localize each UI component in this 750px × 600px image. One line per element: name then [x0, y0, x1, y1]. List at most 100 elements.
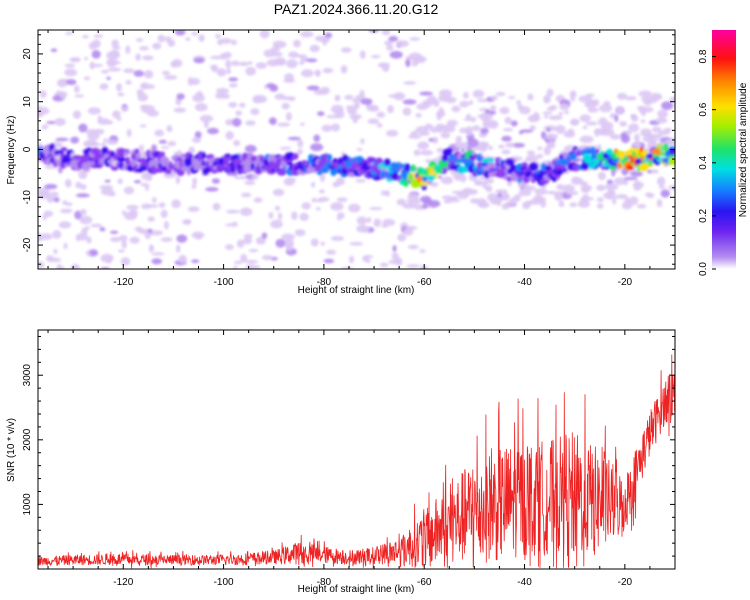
spectrogram-noise-cell	[111, 45, 121, 50]
spectrogram-y-tick-label: -20	[22, 237, 33, 252]
spectrogram-noise-cell	[472, 125, 481, 132]
spectrogram-noise-cell	[615, 194, 628, 199]
spectrogram-noise-cell	[516, 100, 522, 105]
spectrogram-noise-cell	[488, 145, 494, 150]
spectrogram-noise-cell	[425, 159, 431, 164]
spectrogram-noise-cell	[199, 114, 214, 123]
spectrogram-noise-cell	[495, 189, 508, 194]
spectrogram-ridge-cell	[103, 153, 109, 159]
spectrogram-noise-cell	[158, 202, 166, 209]
spectrogram-noise-cell	[49, 191, 59, 198]
spectrogram-ridge-cell	[333, 168, 338, 174]
spectrogram-noise-cell	[231, 60, 240, 67]
spectrogram-noise-cell	[446, 119, 459, 127]
spectrogram-noise-cell	[232, 265, 238, 269]
colorbar-tick-label: 0.6	[698, 102, 709, 116]
spectrogram-noise-cell	[490, 196, 503, 203]
spectrogram-noise-cell	[634, 179, 640, 188]
spectrogram-ridge-cell	[130, 158, 137, 168]
spectrogram-noise-cell	[84, 56, 89, 61]
spectrogram-noise-cell	[315, 198, 325, 203]
spectrogram-noise-cell	[175, 244, 181, 253]
spectrogram-noise-cell	[53, 197, 60, 203]
spectrogram-noise-cell	[604, 183, 619, 191]
spectrogram-noise-cell	[501, 203, 510, 210]
spectrogram-noise-cell	[281, 102, 290, 110]
spectrogram-ridge-cell	[590, 163, 596, 169]
spectrogram-noise-cell	[39, 90, 47, 98]
spectrogram-noise-cell	[192, 177, 198, 186]
spectrogram-noise-cell	[367, 118, 380, 125]
spectrogram-noise-cell	[566, 191, 579, 196]
spectrogram-noise-cell	[60, 92, 65, 100]
spectrogram-ridge-cell	[464, 159, 475, 165]
spectrogram-noise-cell	[638, 90, 652, 97]
spectrogram-ridge-cell	[554, 159, 561, 165]
spectrogram-ridge-cell	[393, 163, 401, 170]
spectrogram-noise-cell	[79, 215, 93, 225]
spectrogram-noise-cell	[82, 34, 89, 39]
spectrogram-noise-cell	[245, 66, 257, 76]
spectrogram-noise-cell	[193, 57, 205, 64]
spectrogram-noise-cell	[64, 63, 76, 68]
spectrogram-noise-cell	[125, 45, 131, 54]
spectrogram-noise-cell	[117, 178, 123, 185]
spectrogram-noise-cell	[397, 233, 407, 242]
spectrogram-noise-cell	[479, 112, 489, 122]
spectrogram-noise-cell	[198, 34, 205, 42]
spectrogram-x-axis: -120 -100 -80 -60 -40 -20	[47, 30, 676, 288]
spectrogram-noise-cell	[167, 141, 177, 147]
spectrogram-noise-cell	[389, 50, 403, 59]
spectrogram-ridge-cell	[404, 163, 411, 172]
spectrogram-noise-cell	[171, 199, 181, 209]
spectrogram-ridge-cell	[517, 178, 522, 183]
spectrogram-noise-cell	[165, 36, 172, 43]
snr-x-tick-label: -40	[517, 577, 532, 588]
spectrogram-noise-cell	[336, 177, 345, 186]
spectrogram-noise-cell	[543, 146, 552, 156]
spectrogram-ridge-cell	[461, 166, 468, 173]
spectrogram-noise-cell	[158, 139, 167, 144]
spectrogram-ridge-cell	[626, 165, 634, 170]
spectrogram-noise-cell	[65, 31, 73, 36]
spectrogram-noise-cell	[309, 44, 320, 53]
spectrogram-noise-cell	[384, 40, 394, 46]
spectrogram-ridge-cell	[342, 154, 349, 162]
spectrogram-noise-cell	[603, 101, 611, 107]
spectrogram-ridge-cell	[572, 163, 581, 172]
spectrogram-noise-cell	[321, 124, 333, 132]
snr-background	[38, 330, 675, 569]
spectrogram-noise-cell	[655, 117, 668, 124]
spectrogram-ridge-cell	[217, 165, 225, 171]
spectrogram-noise-cell	[139, 46, 150, 51]
spectrogram-noise-cell	[522, 201, 531, 210]
spectrogram-noise-cell	[176, 234, 188, 243]
spectrogram-noise-cell	[228, 83, 238, 88]
spectrogram-noise-cell	[281, 96, 294, 101]
spectrogram-noise-cell	[301, 202, 311, 210]
spectrogram-noise-cell	[370, 54, 381, 59]
spectrogram-noise-cell	[178, 254, 188, 264]
spectrogram-noise-cell	[320, 241, 325, 246]
spectrogram-noise-cell	[395, 40, 409, 48]
spectrogram-ridge-cell	[457, 152, 463, 161]
spectrogram-noise-cell	[479, 142, 488, 152]
spectrogram-ridge-cell	[654, 147, 661, 155]
spectrogram-noise-cell	[542, 111, 553, 115]
spectrogram-noise-cell	[240, 253, 248, 263]
spectrogram-noise-cell	[248, 248, 259, 253]
spectrogram-ridge-cell	[487, 158, 494, 164]
spectrogram-noise-cell	[235, 110, 242, 116]
spectrogram-ridge-cell	[87, 161, 93, 166]
snr-x-tick-label: -20	[618, 577, 633, 588]
spectrogram-noise-cell	[420, 149, 433, 156]
spectrogram-noise-cell	[505, 142, 516, 148]
spectrogram-noise-cell	[234, 175, 240, 180]
spectrogram-ridge-cell	[237, 163, 242, 171]
spectrogram-noise-cell	[291, 211, 298, 220]
spectrogram-noise-cell	[668, 185, 675, 191]
spectrogram-noise-cell	[561, 184, 576, 193]
spectrogram-noise-cell	[376, 123, 383, 128]
spectrogram-noise-cell	[366, 217, 372, 223]
